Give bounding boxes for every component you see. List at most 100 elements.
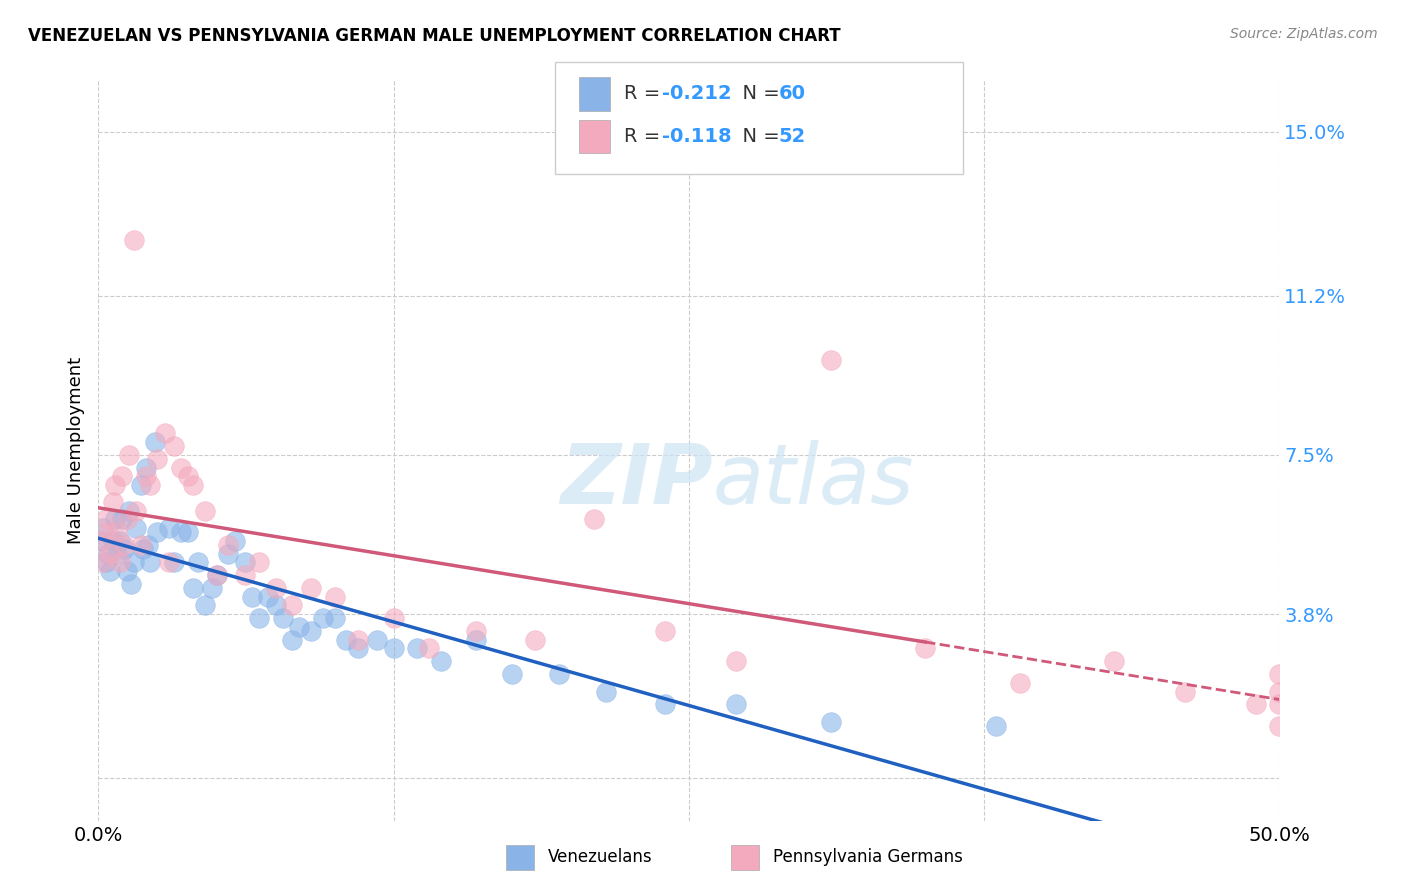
Point	[187, 555, 209, 569]
Point	[90, 533, 112, 548]
Point	[118, 448, 141, 462]
Point	[288, 620, 311, 634]
Point	[406, 641, 429, 656]
Point	[153, 426, 176, 441]
Point	[104, 478, 127, 492]
Text: -0.212: -0.212	[662, 84, 733, 103]
Point	[382, 611, 405, 625]
Point	[501, 667, 523, 681]
Text: R =: R =	[624, 84, 666, 103]
Point	[115, 512, 138, 526]
Point	[129, 538, 152, 552]
Text: 52: 52	[779, 127, 806, 146]
Point	[1268, 684, 1291, 698]
Point	[382, 641, 405, 656]
Point	[135, 469, 157, 483]
Point	[299, 624, 322, 639]
Point	[90, 533, 112, 548]
Point	[725, 654, 748, 668]
Point	[108, 555, 131, 569]
Point	[271, 611, 294, 625]
Point	[115, 564, 138, 578]
Point	[177, 525, 200, 540]
Point	[101, 533, 124, 548]
Point	[98, 547, 121, 561]
Point	[366, 632, 388, 647]
Point	[595, 684, 617, 698]
Point	[820, 714, 842, 729]
Text: N =: N =	[730, 84, 786, 103]
Point	[465, 632, 488, 647]
Point	[548, 667, 571, 681]
Point	[347, 632, 370, 647]
Point	[820, 353, 842, 368]
Point	[323, 590, 346, 604]
Point	[323, 611, 346, 625]
Text: VENEZUELAN VS PENNSYLVANIA GERMAN MALE UNEMPLOYMENT CORRELATION CHART: VENEZUELAN VS PENNSYLVANIA GERMAN MALE U…	[28, 27, 841, 45]
Point	[312, 611, 335, 625]
Point	[914, 641, 936, 656]
Point	[1268, 667, 1291, 681]
Point	[105, 525, 128, 540]
Point	[139, 555, 162, 569]
Point	[299, 581, 322, 595]
Point	[170, 525, 193, 540]
Point	[233, 555, 256, 569]
Point	[104, 512, 127, 526]
Point	[430, 654, 453, 668]
Point	[1174, 684, 1197, 698]
Point	[1102, 654, 1125, 668]
Point	[194, 504, 217, 518]
Point	[418, 641, 440, 656]
Point	[217, 547, 239, 561]
Point	[194, 599, 217, 613]
Text: N =: N =	[730, 127, 786, 146]
Point	[139, 478, 162, 492]
Point	[264, 581, 287, 595]
Point	[224, 533, 246, 548]
Text: R =: R =	[624, 127, 666, 146]
Point	[122, 233, 145, 247]
Point	[125, 521, 148, 535]
Point	[240, 590, 263, 604]
Point	[465, 624, 488, 639]
Point	[205, 568, 228, 582]
Point	[1008, 676, 1031, 690]
Point	[112, 538, 135, 552]
Point	[725, 698, 748, 712]
Point	[205, 568, 228, 582]
Text: 60: 60	[779, 84, 806, 103]
Text: Source: ZipAtlas.com: Source: ZipAtlas.com	[1230, 27, 1378, 41]
Point	[177, 469, 200, 483]
Text: ZIP: ZIP	[560, 440, 713, 521]
Point	[984, 719, 1007, 733]
Y-axis label: Male Unemployment: Male Unemployment	[66, 357, 84, 544]
Point	[217, 538, 239, 552]
Point	[247, 611, 270, 625]
Text: Venezuelans: Venezuelans	[548, 848, 652, 866]
Point	[97, 525, 120, 540]
Point	[135, 460, 157, 475]
Text: atlas: atlas	[713, 440, 914, 521]
Point	[157, 521, 180, 535]
Point	[1244, 698, 1267, 712]
Point	[121, 577, 143, 591]
Point	[94, 512, 117, 526]
Point	[201, 581, 224, 595]
Point	[281, 632, 304, 647]
Point	[98, 564, 121, 578]
Point	[105, 547, 128, 561]
Point	[91, 521, 114, 535]
Point	[247, 555, 270, 569]
Point	[264, 599, 287, 613]
Point	[181, 581, 204, 595]
Point	[163, 555, 186, 569]
Point	[108, 533, 131, 548]
Point	[111, 469, 134, 483]
Point	[654, 698, 676, 712]
Point	[347, 641, 370, 656]
Point	[1268, 719, 1291, 733]
Point	[111, 512, 134, 526]
Point	[146, 525, 169, 540]
Point	[163, 439, 186, 453]
